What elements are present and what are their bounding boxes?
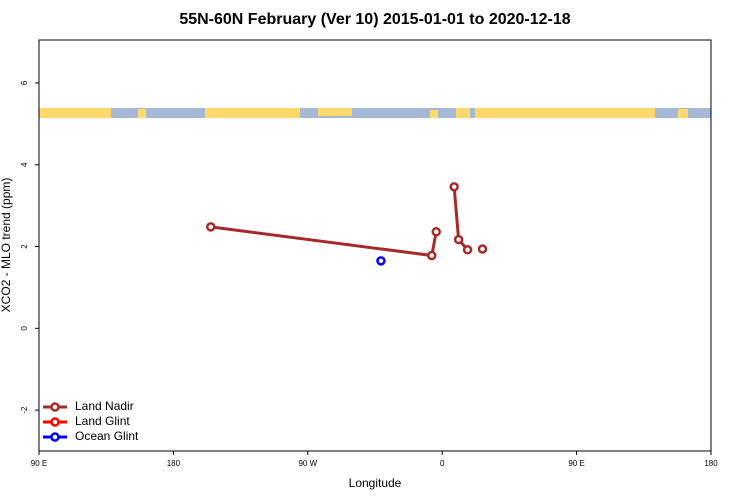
y-axis-title: XCO2 - MLO trend (ppm) xyxy=(0,178,13,313)
x-tick-label: 180 xyxy=(704,459,718,468)
x-tick-label: 0 xyxy=(440,459,445,468)
x-tick-label: 90 E xyxy=(31,459,47,468)
y-tick-label: 2 xyxy=(20,244,29,249)
legend-label: Land Glint xyxy=(75,414,130,428)
x-axis-title: Longitude xyxy=(349,476,402,490)
data-point xyxy=(453,234,464,245)
legend-marker xyxy=(50,402,60,412)
legend-label: Ocean Glint xyxy=(75,429,139,443)
data-point xyxy=(449,182,459,192)
data-point xyxy=(205,222,216,232)
legend-label: Land Nadir xyxy=(75,399,134,413)
legend-marker xyxy=(50,432,60,442)
data-point xyxy=(376,256,386,266)
data-point xyxy=(477,244,488,254)
plot-frame xyxy=(38,39,712,452)
series-line xyxy=(210,225,438,258)
chart-title: 55N-60N February (Ver 10) 2015-01-01 to … xyxy=(179,11,570,28)
legend-marker xyxy=(50,417,60,427)
data-point xyxy=(431,227,441,237)
x-tick-label: 90 E xyxy=(568,459,584,468)
y-tick-label: 4 xyxy=(20,162,29,167)
y-tick-label: -2 xyxy=(20,406,29,414)
map-strip xyxy=(39,108,711,118)
x-tick-label: 180 xyxy=(167,459,181,468)
y-tick-label: 0 xyxy=(20,326,29,331)
data-point xyxy=(462,245,473,255)
x-tick-label: 90 W xyxy=(298,459,317,468)
y-tick-label: 6 xyxy=(20,80,29,85)
data-point xyxy=(426,250,437,261)
